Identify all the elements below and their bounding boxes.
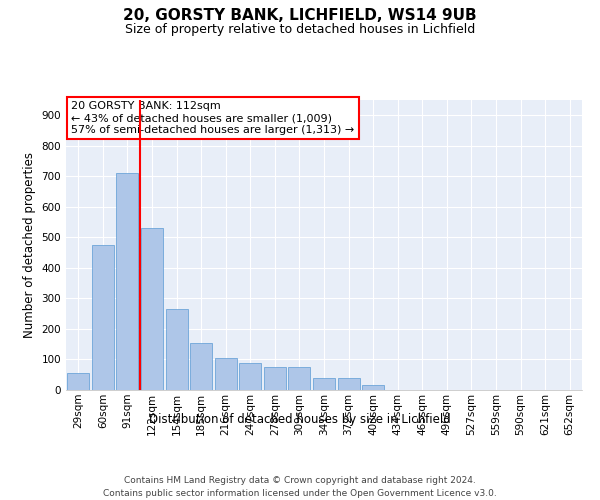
Bar: [116, 174, 139, 390]
Bar: [289, 367, 310, 390]
Bar: [313, 378, 335, 390]
Bar: [190, 342, 212, 390]
Bar: [67, 373, 89, 390]
Text: 20, GORSTY BANK, LICHFIELD, WS14 9UB: 20, GORSTY BANK, LICHFIELD, WS14 9UB: [123, 8, 477, 22]
Text: Size of property relative to detached houses in Lichfield: Size of property relative to detached ho…: [125, 22, 475, 36]
Text: Distribution of detached houses by size in Lichfield: Distribution of detached houses by size …: [149, 412, 451, 426]
Text: 20 GORSTY BANK: 112sqm
← 43% of detached houses are smaller (1,009)
57% of semi-: 20 GORSTY BANK: 112sqm ← 43% of detached…: [71, 102, 355, 134]
Bar: [92, 245, 114, 390]
Bar: [215, 358, 237, 390]
Bar: [362, 386, 384, 390]
Bar: [338, 378, 359, 390]
Text: Contains HM Land Registry data © Crown copyright and database right 2024.
Contai: Contains HM Land Registry data © Crown c…: [103, 476, 497, 498]
Bar: [141, 228, 163, 390]
Y-axis label: Number of detached properties: Number of detached properties: [23, 152, 36, 338]
Bar: [264, 367, 286, 390]
Bar: [239, 362, 262, 390]
Bar: [166, 309, 188, 390]
